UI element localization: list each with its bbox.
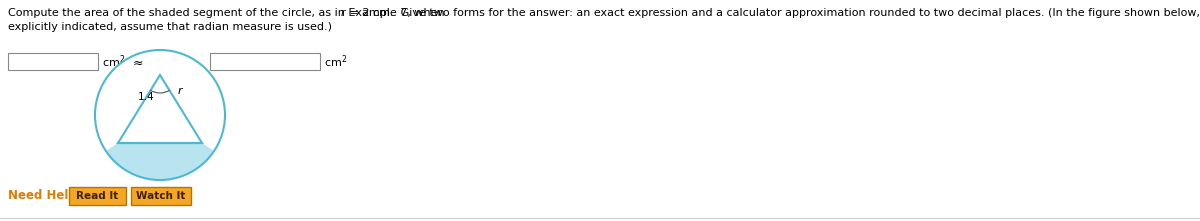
Text: r: r bbox=[341, 8, 346, 18]
FancyBboxPatch shape bbox=[210, 53, 320, 70]
FancyBboxPatch shape bbox=[8, 53, 98, 70]
Text: Need Help?: Need Help? bbox=[8, 189, 84, 202]
FancyBboxPatch shape bbox=[70, 187, 126, 205]
Text: = 2 cm.  Give two forms for the answer: an exact expression and a calculator app: = 2 cm. Give two forms for the answer: a… bbox=[347, 8, 1200, 18]
Text: cm$^2$: cm$^2$ bbox=[324, 54, 347, 70]
Text: cm$^2$: cm$^2$ bbox=[102, 54, 125, 70]
Polygon shape bbox=[118, 75, 202, 143]
Text: Read It: Read It bbox=[77, 191, 119, 201]
Text: Compute the area of the shaded segment of the circle, as in Example 7, when: Compute the area of the shaded segment o… bbox=[8, 8, 448, 18]
Text: Watch It: Watch It bbox=[137, 191, 186, 201]
Text: explicitly indicated, assume that radian measure is used.): explicitly indicated, assume that radian… bbox=[8, 22, 332, 32]
Polygon shape bbox=[106, 143, 214, 180]
Text: $\approx$: $\approx$ bbox=[130, 55, 144, 69]
Text: 1.4: 1.4 bbox=[138, 92, 155, 102]
FancyBboxPatch shape bbox=[131, 187, 191, 205]
Text: r: r bbox=[178, 86, 182, 96]
